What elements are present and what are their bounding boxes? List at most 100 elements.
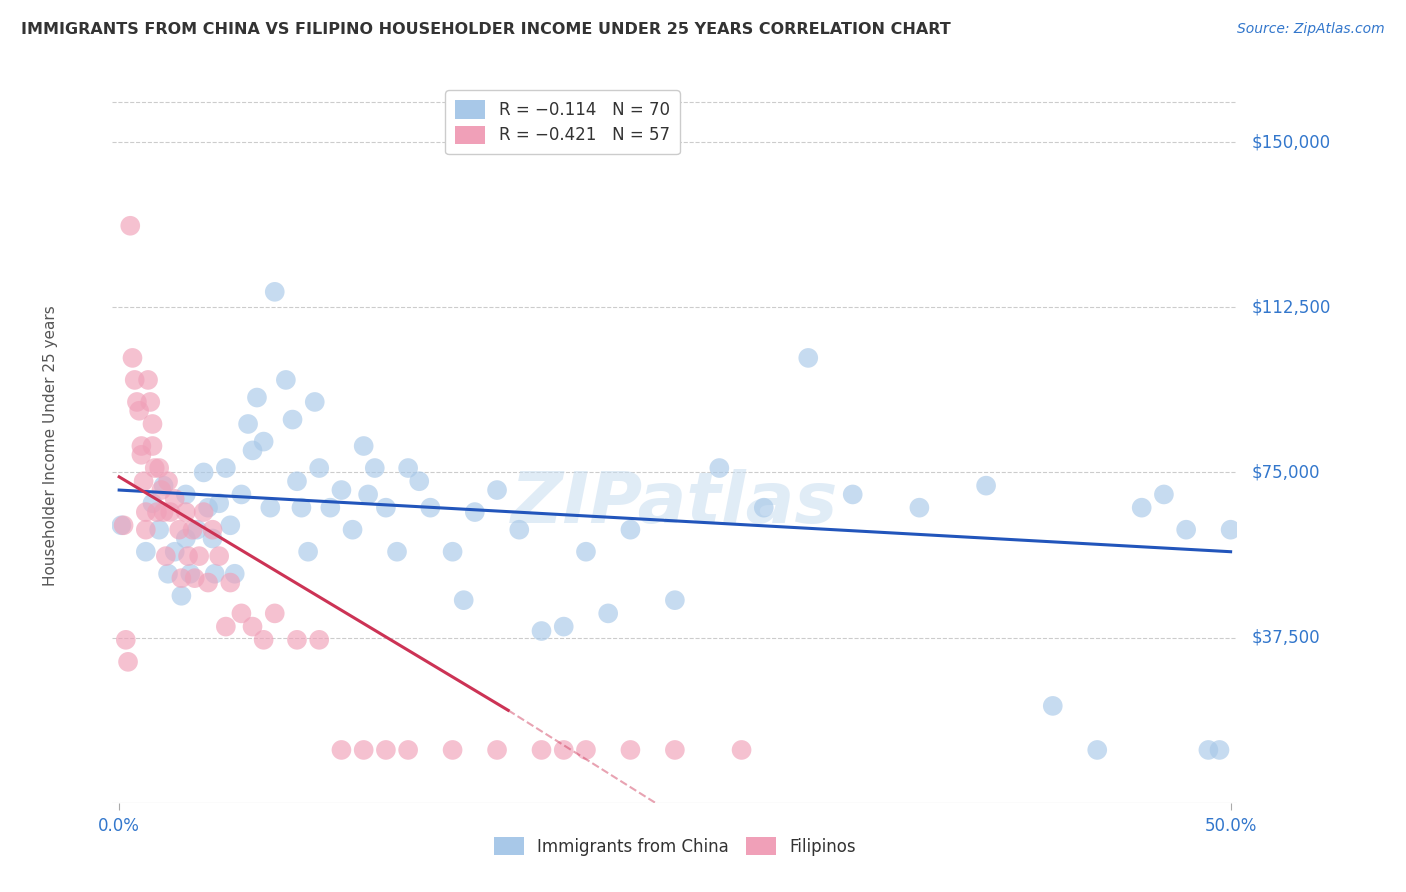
Point <box>385 545 408 559</box>
Text: Source: ZipAtlas.com: Source: ZipAtlas.com <box>1237 22 1385 37</box>
Point <box>797 351 820 365</box>
Point <box>125 395 148 409</box>
Point <box>204 566 226 581</box>
Point <box>193 505 215 519</box>
Point <box>114 632 136 647</box>
Point <box>1219 523 1241 537</box>
Point <box>181 523 204 537</box>
Point <box>143 461 166 475</box>
Point <box>188 549 211 563</box>
Legend: Immigrants from China, Filipinos: Immigrants from China, Filipinos <box>484 827 866 866</box>
Point <box>208 549 231 563</box>
Point <box>131 439 153 453</box>
Point <box>131 448 153 462</box>
Point <box>1208 743 1230 757</box>
Point <box>219 518 242 533</box>
Point <box>281 412 304 426</box>
Point <box>396 461 419 475</box>
Point <box>112 518 135 533</box>
Point <box>374 500 396 515</box>
Point <box>117 655 139 669</box>
Point <box>135 523 157 537</box>
Point <box>342 523 364 537</box>
Point <box>908 500 931 515</box>
Point <box>841 487 863 501</box>
Point <box>304 395 326 409</box>
Point <box>121 351 143 365</box>
Point <box>486 743 509 757</box>
Point <box>139 395 162 409</box>
Point <box>974 478 997 492</box>
Point <box>159 505 181 519</box>
Text: Householder Income Under 25 years: Householder Income Under 25 years <box>44 306 58 586</box>
Point <box>364 461 387 475</box>
Point <box>1085 743 1108 757</box>
Point <box>179 566 201 581</box>
Point <box>274 373 297 387</box>
Point <box>208 496 231 510</box>
Point <box>575 545 598 559</box>
Point <box>246 391 269 405</box>
Point <box>124 373 146 387</box>
Point <box>441 545 464 559</box>
Point <box>664 743 686 757</box>
Point <box>374 743 396 757</box>
Point <box>170 589 193 603</box>
Point <box>201 532 224 546</box>
Point <box>150 483 173 497</box>
Point <box>553 743 575 757</box>
Text: IMMIGRANTS FROM CHINA VS FILIPINO HOUSEHOLDER INCOME UNDER 25 YEARS CORRELATION : IMMIGRANTS FROM CHINA VS FILIPINO HOUSEH… <box>21 22 950 37</box>
Text: $37,500: $37,500 <box>1251 629 1320 647</box>
Point <box>152 505 174 519</box>
Point <box>290 500 312 515</box>
Point <box>253 632 276 647</box>
Point <box>128 403 150 417</box>
Point <box>215 461 238 475</box>
Text: ZIPatlas: ZIPatlas <box>512 468 838 538</box>
Point <box>197 500 219 515</box>
Point <box>110 518 132 533</box>
Point <box>1175 523 1198 537</box>
Point <box>1130 500 1153 515</box>
Point <box>263 607 285 621</box>
Point <box>1153 487 1175 501</box>
Point <box>285 475 308 489</box>
Point <box>464 505 486 519</box>
Point <box>664 593 686 607</box>
Point <box>330 743 353 757</box>
Point <box>167 523 190 537</box>
Text: $150,000: $150,000 <box>1251 133 1330 151</box>
Point <box>353 439 375 453</box>
Point <box>530 624 553 638</box>
Point <box>419 500 441 515</box>
Point <box>242 619 264 633</box>
Point <box>253 434 276 449</box>
Point <box>259 500 281 515</box>
Point <box>752 500 775 515</box>
Point <box>353 743 375 757</box>
Point <box>174 532 197 546</box>
Point <box>157 475 180 489</box>
Point <box>177 549 200 563</box>
Point <box>308 461 330 475</box>
Point <box>619 523 641 537</box>
Text: $75,000: $75,000 <box>1251 464 1320 482</box>
Point <box>408 475 430 489</box>
Point <box>141 417 163 431</box>
Point <box>1042 698 1064 713</box>
Point <box>263 285 285 299</box>
Point <box>163 491 186 506</box>
Point <box>453 593 475 607</box>
Point <box>575 743 598 757</box>
Point <box>136 373 159 387</box>
Point <box>357 487 380 501</box>
Point <box>148 523 170 537</box>
Point <box>219 575 242 590</box>
Point <box>163 545 186 559</box>
Point <box>242 443 264 458</box>
Point <box>231 487 253 501</box>
Point <box>319 500 342 515</box>
Point <box>598 607 620 621</box>
Point <box>530 743 553 757</box>
Point <box>174 505 197 519</box>
